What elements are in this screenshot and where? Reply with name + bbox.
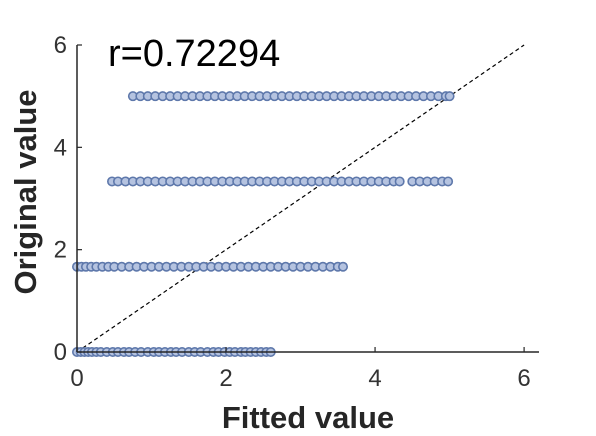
identity-reference-line (76, 44, 525, 353)
data-point (338, 261, 349, 272)
plot-area (76, 44, 525, 353)
correlation-annotation: r=0.72294 (108, 33, 280, 75)
x-tick-label: 4 (368, 365, 381, 392)
data-point (394, 176, 405, 187)
y-tick-label: 4 (54, 134, 67, 161)
data-point (444, 91, 455, 102)
y-tick-label: 0 (54, 339, 67, 366)
y-axis-ticks: 0 2 4 6 (54, 32, 82, 366)
y-axis-title: Original value (8, 89, 43, 294)
x-axis-title: Fitted value (222, 400, 394, 435)
data-point (443, 176, 454, 187)
y-tick-label: 6 (54, 32, 67, 59)
x-tick-label: 6 (517, 365, 530, 392)
x-axis-ticks: 0 2 4 6 (70, 347, 531, 392)
x-tick-label: 0 (70, 365, 83, 392)
y-tick-label: 2 (54, 237, 67, 264)
x-tick-label: 2 (219, 365, 232, 392)
